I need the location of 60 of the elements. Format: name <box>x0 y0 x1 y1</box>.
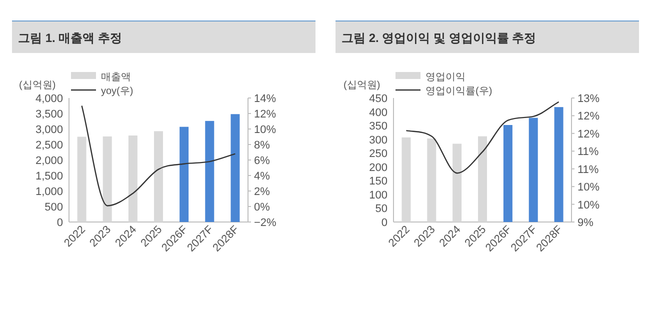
y-tick-label: 50 <box>375 203 388 216</box>
legend-label: 영업이익률(우) <box>426 86 492 97</box>
y-tick-label: 2,000 <box>35 155 63 167</box>
bar <box>180 126 189 222</box>
y-tick-label: 450 <box>369 93 388 105</box>
bar <box>205 120 214 222</box>
bar <box>478 136 487 222</box>
y-tick-label: 500 <box>44 202 63 214</box>
y-axis-title: (십억원) <box>344 80 380 91</box>
y2-tick-label: 11% <box>578 164 599 176</box>
y2-tick-label: 10% <box>578 199 600 212</box>
bar <box>554 107 564 222</box>
y-tick-label: 0 <box>381 217 388 229</box>
bar <box>402 137 411 222</box>
legend-label: 영업이익 <box>426 72 466 83</box>
line-series <box>81 105 236 206</box>
y2-tick-label: 10% <box>578 182 600 194</box>
legend-label: 매출액 <box>101 72 131 83</box>
y-tick-label: 3,000 <box>35 124 63 136</box>
y-tick-label: 4,000 <box>35 93 63 105</box>
y-tick-label: 1,500 <box>35 170 63 182</box>
line-series <box>406 101 560 174</box>
y2-tick-label: 9% <box>578 217 594 229</box>
y2-tick-label: 12% <box>578 110 600 123</box>
y-tick-label: 350 <box>369 120 388 133</box>
y2-tick-label: 0% <box>254 202 270 214</box>
y-tick-label: 3,500 <box>35 108 63 120</box>
y-tick-label: 300 <box>369 134 388 146</box>
y-tick-label: 100 <box>369 189 388 202</box>
y2-tick-label: 6% <box>254 155 270 167</box>
y2-tick-label: 4% <box>254 170 270 182</box>
chart-title: 그림 1. 매출액 추정 <box>18 31 122 45</box>
bar <box>503 125 512 222</box>
legend-label: yoy(우) <box>101 86 134 97</box>
bar <box>154 131 163 222</box>
y2-tick-label: −2% <box>254 217 277 229</box>
y-tick-label: 200 <box>369 162 388 174</box>
y2-tick-label: 12% <box>578 128 600 140</box>
y-tick-label: 400 <box>369 106 388 119</box>
y2-tick-label: 14% <box>254 93 276 105</box>
y-tick-label: 2,500 <box>35 140 63 152</box>
y2-tick-label: 11% <box>578 146 599 158</box>
y2-tick-label: 2% <box>254 186 270 198</box>
y-tick-label: 0 <box>56 217 63 229</box>
bar <box>452 144 462 222</box>
y2-tick-label: 10% <box>254 124 276 136</box>
y2-tick-label: 13% <box>578 93 600 105</box>
y-axis-title: (십억원) <box>19 80 56 91</box>
y2-tick-label: 8% <box>254 140 270 152</box>
bar <box>230 114 240 222</box>
bar <box>528 118 538 222</box>
y2-tick-label: 12% <box>254 108 276 120</box>
chart-title: 그림 2. 영업이익 및 영업이익률 추정 <box>342 31 536 45</box>
y-tick-label: 250 <box>369 148 388 160</box>
bar <box>427 138 436 222</box>
bar <box>77 136 86 222</box>
y-tick-label: 1,000 <box>35 186 63 198</box>
bar <box>102 136 112 222</box>
y-tick-label: 150 <box>369 176 388 188</box>
bar <box>128 136 138 222</box>
